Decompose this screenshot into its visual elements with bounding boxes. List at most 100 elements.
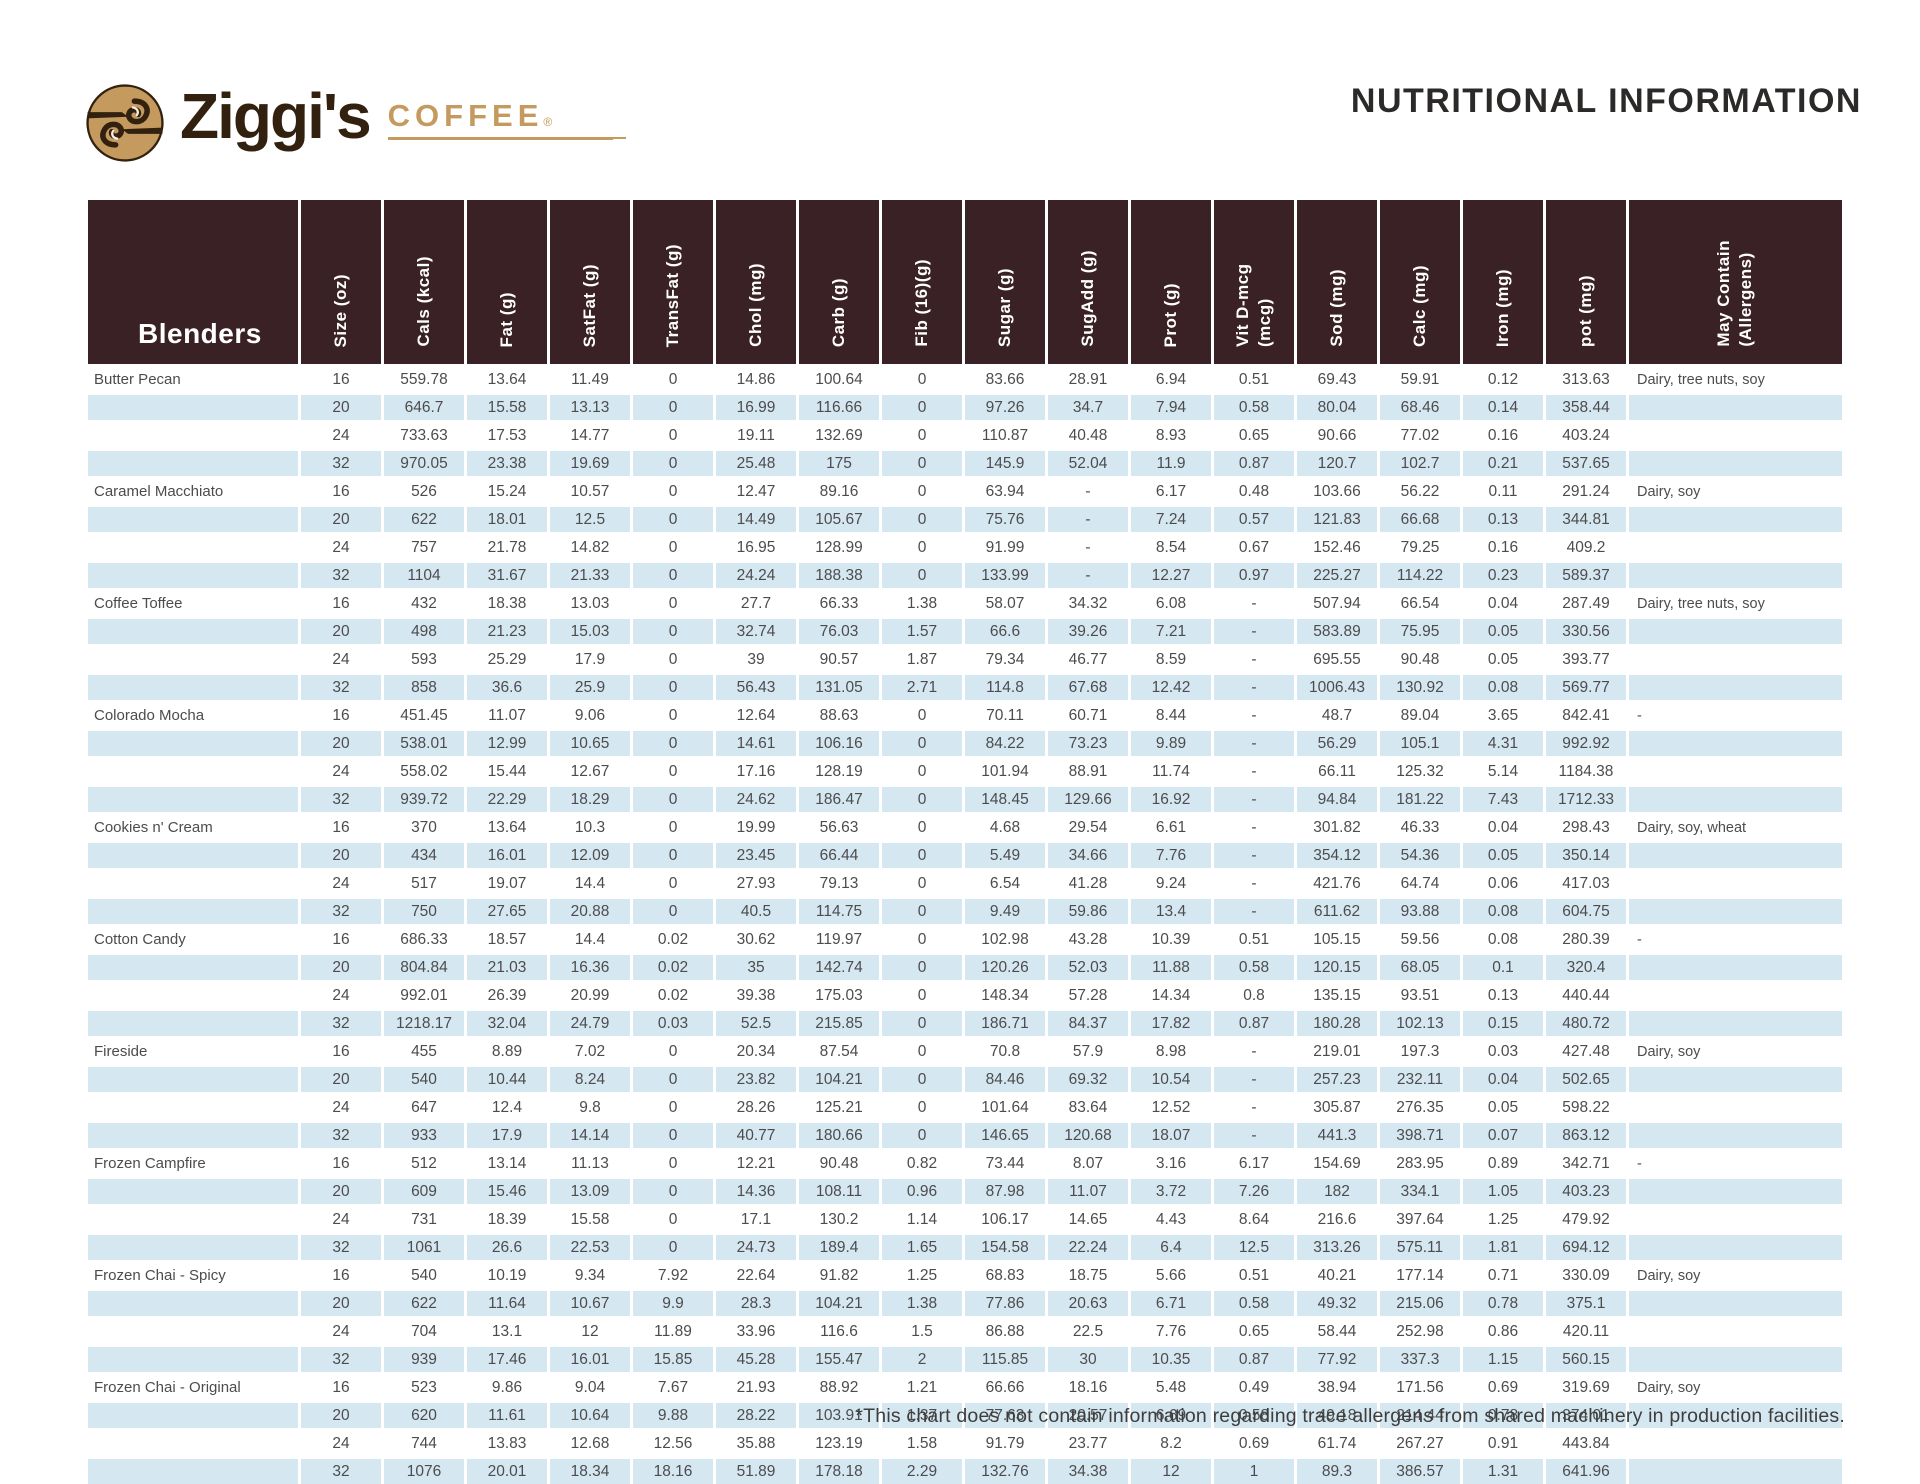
value-cell: 12.21: [716, 1151, 796, 1176]
value-cell: 120.26: [965, 955, 1045, 980]
value-cell: 20.57: [1048, 1403, 1128, 1428]
value-cell: 28.3: [716, 1291, 796, 1316]
value-cell: -: [1214, 815, 1294, 840]
column-header-cals-kcal: Cals (kcal): [384, 200, 464, 364]
value-cell: 13.64: [467, 815, 547, 840]
value-cell: 970.05: [384, 451, 464, 476]
product-name-cell: [88, 1291, 298, 1316]
value-cell: 40.77: [716, 1123, 796, 1148]
product-name-cell: Cookies n' Cream: [88, 815, 298, 840]
value-cell: 79.34: [965, 647, 1045, 672]
value-cell: 102.13: [1380, 1011, 1460, 1036]
value-cell: 434: [384, 843, 464, 868]
value-cell: 12.27: [1131, 563, 1211, 588]
value-cell: 56.29: [1297, 731, 1377, 756]
value-cell: 358.44: [1546, 395, 1626, 420]
allergen-cell: [1629, 843, 1842, 868]
value-cell: 5.66: [1131, 1263, 1211, 1288]
value-cell: 20: [301, 843, 381, 868]
value-cell: 48.7: [1297, 703, 1377, 728]
value-cell: 933: [384, 1123, 464, 1148]
value-cell: 540: [384, 1067, 464, 1092]
value-cell: 25.48: [716, 451, 796, 476]
value-cell: 19.11: [716, 423, 796, 448]
value-cell: 0: [633, 759, 713, 784]
column-header-prot-g: Prot (g): [1131, 200, 1211, 364]
value-cell: 34.66: [1048, 843, 1128, 868]
value-cell: 403.24: [1546, 423, 1626, 448]
allergen-cell: [1629, 1235, 1842, 1260]
value-cell: 0.05: [1463, 843, 1543, 868]
value-cell: 0: [633, 1207, 713, 1232]
value-cell: 30.62: [716, 927, 796, 952]
value-cell: 1.81: [1463, 1235, 1543, 1260]
table-row: 32 1104 31.67 21.33 0 24.24 188.38 0 133.99-12.2…: [88, 563, 1842, 588]
value-cell: 34.7: [1048, 395, 1128, 420]
value-cell: 14.82: [550, 535, 630, 560]
value-cell: 0.08: [1463, 899, 1543, 924]
value-cell: 0: [633, 843, 713, 868]
allergen-cell: Dairy, tree nuts, soy: [1629, 591, 1842, 616]
value-cell: 0.57: [1214, 507, 1294, 532]
product-name-cell: [88, 1431, 298, 1456]
value-cell: 24: [301, 647, 381, 672]
value-cell: 686.33: [384, 927, 464, 952]
allergen-footnote: *This chart does not contain information…: [855, 1405, 1845, 1427]
value-cell: 9.8: [550, 1095, 630, 1120]
column-header-calc-mg: Calc (mg): [1380, 200, 1460, 364]
value-cell: 8.59: [1131, 647, 1211, 672]
value-cell: 0: [882, 927, 962, 952]
value-cell: 0.04: [1463, 815, 1543, 840]
value-cell: 8.64: [1214, 1207, 1294, 1232]
value-cell: 0: [633, 451, 713, 476]
value-cell: 24.24: [716, 563, 796, 588]
value-cell: 69.43: [1297, 367, 1377, 392]
value-cell: 0.67: [1214, 535, 1294, 560]
value-cell: 6.69: [1131, 1403, 1211, 1428]
product-name-cell: [88, 1459, 298, 1484]
value-cell: 24: [301, 871, 381, 896]
value-cell: 32: [301, 1123, 381, 1148]
value-cell: 18.39: [467, 1207, 547, 1232]
value-cell: 114.22: [1380, 563, 1460, 588]
value-cell: 455: [384, 1039, 464, 1064]
value-cell: 0.89: [1463, 1151, 1543, 1176]
allergen-cell: Dairy, soy: [1629, 479, 1842, 504]
value-cell: 90.57: [799, 647, 879, 672]
value-cell: 733.63: [384, 423, 464, 448]
value-cell: 97.26: [965, 395, 1045, 420]
value-cell: 20.63: [1048, 1291, 1128, 1316]
value-cell: 11.64: [467, 1291, 547, 1316]
value-cell: 102.7: [1380, 451, 1460, 476]
value-cell: 313.26: [1297, 1235, 1377, 1260]
value-cell: 432: [384, 591, 464, 616]
value-cell: 13.03: [550, 591, 630, 616]
value-cell: 0: [882, 1067, 962, 1092]
value-cell: 842.41: [1546, 703, 1626, 728]
value-cell: 49.18: [1297, 1403, 1377, 1428]
product-name-cell: Butter Pecan: [88, 367, 298, 392]
value-cell: -: [1214, 1039, 1294, 1064]
value-cell: 0: [882, 787, 962, 812]
value-cell: 32: [301, 1235, 381, 1260]
product-name-cell: Colorado Mocha: [88, 703, 298, 728]
value-cell: 125.32: [1380, 759, 1460, 784]
value-cell: 91.82: [799, 1263, 879, 1288]
value-cell: 0: [633, 423, 713, 448]
value-cell: 0.08: [1463, 675, 1543, 700]
allergen-cell: [1629, 1459, 1842, 1484]
value-cell: 14.4: [550, 927, 630, 952]
value-cell: 114.8: [965, 675, 1045, 700]
value-cell: 52.04: [1048, 451, 1128, 476]
value-cell: 276.35: [1380, 1095, 1460, 1120]
value-cell: 280.39: [1546, 927, 1626, 952]
value-cell: 9.04: [550, 1375, 630, 1400]
value-cell: 1.25: [882, 1263, 962, 1288]
column-header-label: Chol (mg): [745, 263, 765, 347]
value-cell: 24: [301, 1207, 381, 1232]
value-cell: 558.02: [384, 759, 464, 784]
value-cell: 75.76: [965, 507, 1045, 532]
allergen-cell: -: [1629, 927, 1842, 952]
value-cell: 560.15: [1546, 1347, 1626, 1372]
value-cell: 344.81: [1546, 507, 1626, 532]
